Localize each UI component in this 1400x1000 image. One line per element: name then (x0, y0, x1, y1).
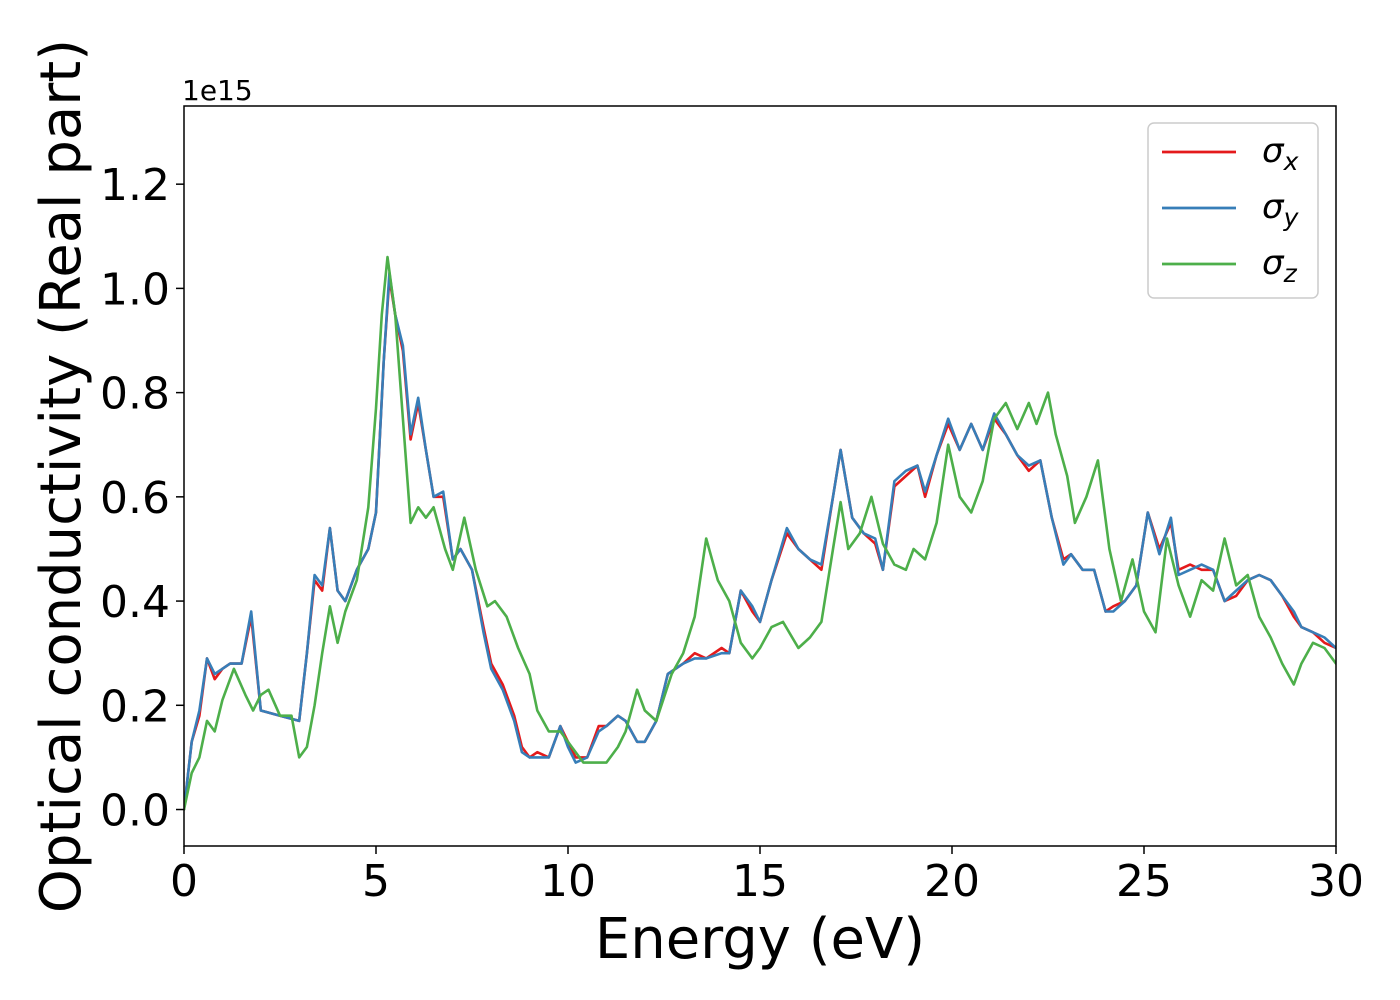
x-axis-label: Energy (eV) (595, 907, 925, 972)
x-axis-ticks: 0 5 10 15 20 25 30 (170, 846, 1364, 907)
y-tick-label: 0.4 (100, 577, 170, 628)
y-axis-ticks: 0.0 0.2 0.4 0.6 0.8 1.0 1.2 (100, 160, 184, 837)
series-line-y (184, 271, 1336, 811)
x-tick-label: 5 (362, 856, 390, 907)
y-tick-label: 0.6 (100, 473, 170, 524)
x-tick-label: 10 (540, 856, 596, 907)
legend-label-x: σx (1262, 131, 1299, 176)
series-line-z (184, 255, 1336, 811)
legend-box (1147, 122, 1319, 299)
y-tick-label: 0.2 (100, 681, 170, 732)
y-offset-label: 1e15 (182, 74, 253, 107)
y-tick-label: 0.8 (100, 369, 170, 420)
y-tick-label: 0.0 (100, 786, 170, 837)
x-tick-label: 20 (924, 856, 980, 907)
x-tick-label: 15 (732, 856, 788, 907)
series-layer (184, 255, 1336, 811)
y-tick-label: 1.2 (100, 160, 170, 211)
legend: σx σy σz (1147, 122, 1319, 299)
legend-items: σx σy σz (1162, 131, 1300, 288)
x-tick-label: 0 (170, 856, 198, 907)
x-tick-label: 30 (1308, 856, 1364, 907)
y-axis-label: Optical conductivity (Real part) (29, 39, 94, 913)
x-tick-label: 25 (1116, 856, 1172, 907)
legend-label-z: σz (1262, 243, 1298, 288)
y-tick-label: 1.0 (100, 264, 170, 315)
legend-label-y: σy (1262, 187, 1300, 232)
